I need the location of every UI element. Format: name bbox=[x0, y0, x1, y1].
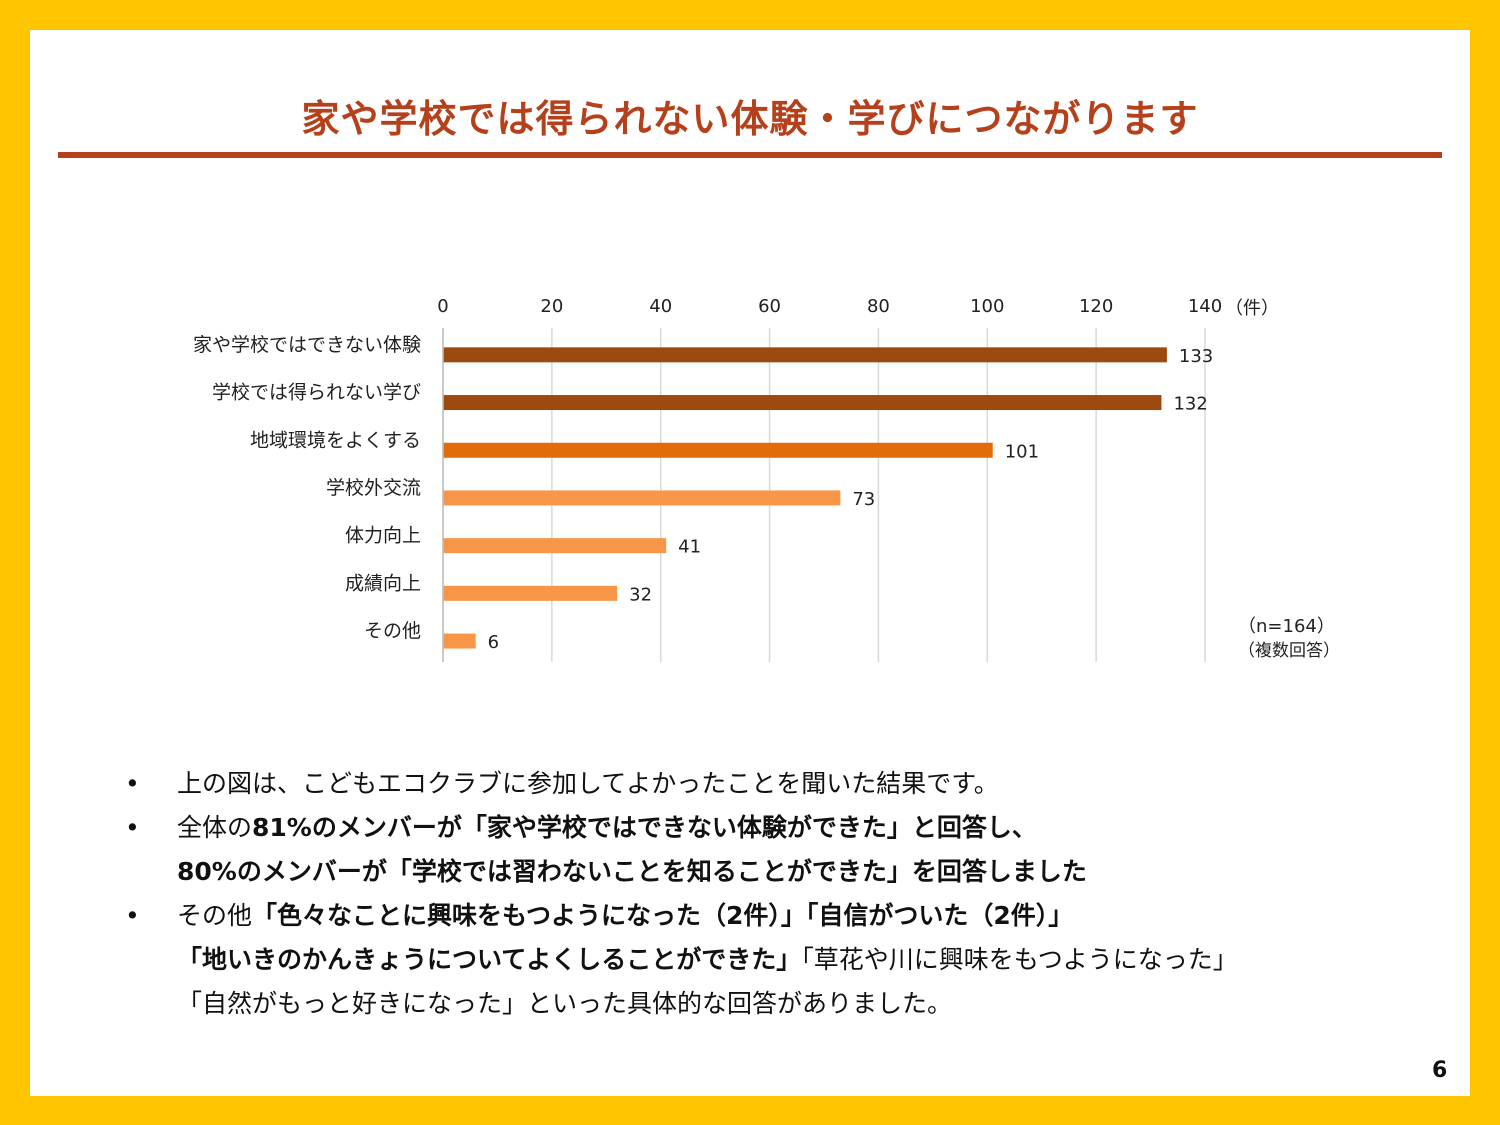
x-tick-label: 80 bbox=[867, 296, 890, 317]
page-number: 6 bbox=[1432, 1058, 1448, 1083]
bullet-line: 80%のメンバーが「学校では習わないことを知ることができた」を回答しました bbox=[177, 850, 1465, 894]
category-label: 学校外交流 bbox=[326, 477, 421, 499]
category-label: 成績向上 bbox=[345, 572, 421, 594]
x-tick-label: 60 bbox=[758, 296, 781, 317]
bar bbox=[443, 395, 1162, 411]
bullet-item: • 上の図は、こどもエコクラブに参加してよかったことを聞いた結果です。 bbox=[125, 762, 1465, 806]
bar bbox=[443, 633, 476, 649]
bullet-text: 「草花や川に興味をもつようになった」 bbox=[801, 945, 1238, 974]
x-tick-label: 40 bbox=[649, 296, 672, 317]
bullet-line: 上の図は、こどもエコクラブに参加してよかったことを聞いた結果です。 bbox=[177, 762, 1465, 806]
bullet-text-bold: 「色々なことに興味をもつようになった（2件）」「自信がついた（2件）」 bbox=[252, 901, 1074, 930]
bar bbox=[443, 538, 667, 554]
bullet-marker: • bbox=[125, 813, 140, 842]
data-label: 73 bbox=[852, 489, 875, 510]
category-label: 学校では得られない学び bbox=[212, 382, 421, 404]
bar bbox=[443, 490, 841, 506]
category-label: 家や学校ではできない体験 bbox=[193, 334, 421, 356]
data-label: 101 bbox=[1005, 441, 1039, 462]
bullet-item: • 全体の81%のメンバーが「家や学校ではできない体験ができた」と回答し、 80%の… bbox=[125, 806, 1465, 894]
bullet-line: その他「色々なことに興味をもつようになった（2件）」「自信がついた（2件）」 bbox=[177, 894, 1465, 938]
data-label: 41 bbox=[678, 537, 701, 558]
bar bbox=[443, 442, 993, 458]
bullet-text: 「自然がもっと好きになった」といった具体的な回答がありました。 bbox=[177, 989, 953, 1018]
x-tick-label: 140 bbox=[1188, 296, 1222, 317]
x-unit-label: （件） bbox=[1225, 298, 1279, 319]
data-label: 132 bbox=[1173, 394, 1207, 415]
bar bbox=[443, 585, 618, 601]
data-label: 6 bbox=[488, 632, 499, 653]
slide-title: 家や学校では得られない体験・学びにつながります bbox=[301, 97, 1199, 141]
x-tick-label: 0 bbox=[437, 296, 448, 317]
x-tick-label: 100 bbox=[970, 296, 1004, 317]
bullet-list: • 上の図は、こどもエコクラブに参加してよかったことを聞いた結果です。 • 全体の81… bbox=[125, 762, 1465, 1026]
data-label: 133 bbox=[1179, 346, 1213, 367]
bullet-item: • その他「色々なことに興味をもつようになった（2件）」「自信がついた（2件）」「… bbox=[125, 894, 1465, 1026]
bullet-line: 「自然がもっと好きになった」といった具体的な回答がありました。 bbox=[177, 982, 1465, 1026]
x-tick-label: 20 bbox=[540, 296, 563, 317]
bullet-text: その他 bbox=[177, 901, 253, 930]
data-label: 32 bbox=[629, 584, 652, 605]
bullet-marker: • bbox=[125, 901, 140, 930]
bullet-marker: • bbox=[125, 769, 140, 798]
category-label: 体力向上 bbox=[345, 525, 421, 547]
bar bbox=[443, 347, 1167, 363]
bar-chart: 0 20 40 60 80 100 120 140 （件） 家や学校ではできない体験 133 学校では… bbox=[193, 296, 1340, 662]
multiple-answer-note: （複数回答） bbox=[1238, 641, 1340, 661]
title-underline bbox=[58, 152, 1442, 158]
bullet-text-bold: 80%のメンバーが「学校では習わないことを知ることができた」を回答しました bbox=[177, 857, 1087, 886]
bullet-text: 上の図は、こどもエコクラブに参加してよかったことを聞いた結果です。 bbox=[177, 769, 999, 798]
sample-size-note: （n=164） bbox=[1238, 616, 1335, 637]
category-label: 地域環境をよくする bbox=[250, 429, 421, 451]
bullet-line: 全体の81%のメンバーが「家や学校ではできない体験ができた」と回答し、 bbox=[177, 806, 1465, 850]
x-tick-label: 120 bbox=[1079, 296, 1113, 317]
bullet-text-bold: 「地いきのかんきょうについてよくしることができた」 bbox=[177, 945, 802, 974]
bullet-text-bold: 81%のメンバーが「家や学校ではできない体験ができた」と回答し、 bbox=[252, 813, 1037, 842]
category-label: その他 bbox=[364, 620, 421, 642]
bullet-text: 全体の bbox=[177, 813, 253, 842]
bullet-line: 「地いきのかんきょうについてよくしることができた」「草花や川に興味をもつようにな… bbox=[177, 938, 1465, 982]
slide-background bbox=[30, 30, 1470, 1096]
